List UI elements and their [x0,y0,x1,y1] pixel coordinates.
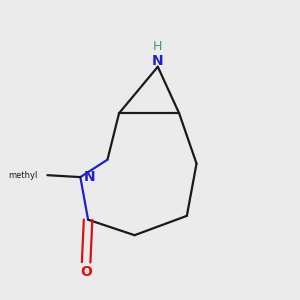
Text: N: N [152,54,164,68]
Text: methyl: methyl [8,171,38,180]
Text: H: H [153,40,163,53]
Text: O: O [80,265,92,279]
Text: N: N [83,170,95,184]
